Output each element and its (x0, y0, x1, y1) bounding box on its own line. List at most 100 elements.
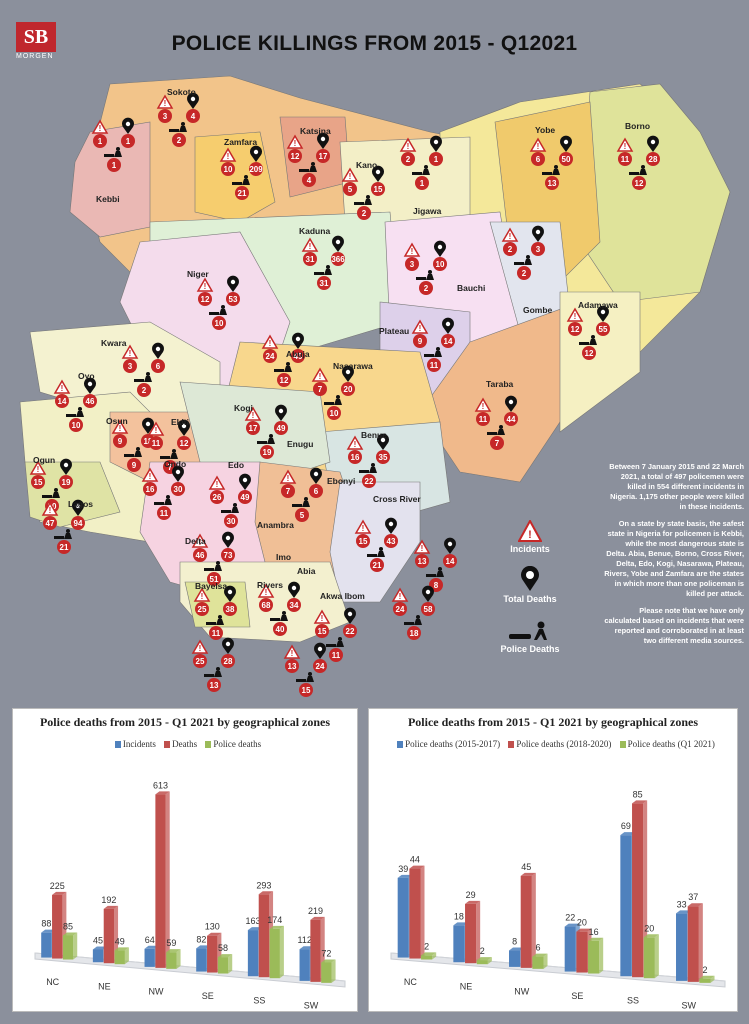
bar-top (509, 947, 525, 951)
warning-mark: ! (149, 472, 152, 481)
deaths-badge (559, 152, 573, 166)
warning-mark: ! (269, 339, 272, 348)
police-figure-body (436, 571, 444, 577)
bar-front (564, 926, 576, 972)
skull-mark (253, 149, 259, 155)
warning-mark: ! (574, 312, 577, 321)
police-death-icon (579, 342, 589, 345)
warning-icon (411, 319, 429, 334)
incidents-badge (343, 182, 357, 196)
incidents-badge (303, 252, 317, 266)
bar-value-label: 44 (410, 855, 420, 865)
warning-icon (566, 307, 584, 322)
category-label: NC (46, 977, 59, 987)
category-label: NC (404, 977, 417, 987)
police-count: 12 (280, 376, 289, 385)
police-badge (209, 626, 223, 640)
legend-swatch (114, 741, 121, 748)
deaths-count: 49 (277, 424, 286, 433)
police-figure-body (179, 126, 187, 132)
skull-mark (63, 462, 69, 468)
warning-mark: ! (99, 124, 102, 133)
police-figure-body (302, 501, 310, 507)
police-count: 1 (420, 179, 425, 188)
bar-value-label: 20 (644, 923, 654, 933)
bar-side (654, 934, 659, 979)
warning-icon (208, 475, 226, 490)
police-count: 51 (210, 575, 219, 584)
skull-mark (278, 408, 284, 414)
deaths-badge (443, 554, 457, 568)
skull-mark (227, 589, 233, 595)
warning-icon (346, 435, 364, 450)
bar-top (310, 916, 325, 920)
legend-label: Incidents (122, 739, 156, 749)
incidents-badge (123, 359, 137, 373)
deaths-count: 6 (156, 362, 161, 371)
police-figure-body (334, 399, 342, 405)
incidents-count: 12 (291, 152, 300, 161)
deaths-badge (151, 359, 165, 373)
bar-front (103, 908, 115, 964)
bar-SE-2 (217, 954, 233, 974)
police-badge (172, 133, 186, 147)
deaths-badge (429, 152, 443, 166)
police-figure-head (379, 547, 383, 551)
legend-swatch (205, 741, 212, 748)
police-figure-head (428, 270, 432, 274)
police-figure-body (414, 619, 422, 625)
police-figure-body (324, 269, 332, 275)
warning-mark: ! (321, 614, 324, 623)
deaths-badge (316, 149, 330, 163)
deaths-count: 6 (314, 487, 319, 496)
police-figure-head (338, 637, 342, 641)
police-figure-body (164, 499, 172, 505)
bar-front (476, 960, 488, 965)
skull-mark (508, 399, 514, 405)
skull-mark (335, 239, 341, 245)
bar-SS-1 (632, 800, 648, 978)
bar-value-label: 33 (677, 899, 687, 909)
bar-side (599, 937, 604, 974)
bar-front (41, 932, 52, 958)
region-cross-river (329, 481, 421, 603)
state-label-yobe: Yobe (535, 125, 555, 135)
bar-top (409, 865, 425, 869)
police-figure-head (526, 255, 530, 259)
category-label: SE (202, 991, 214, 1001)
bar-top (207, 932, 222, 936)
deaths-badge (238, 490, 252, 504)
police-figure-body (426, 274, 434, 280)
police-death-icon (154, 502, 164, 505)
police-count: 11 (332, 651, 341, 660)
police-figure-body (284, 366, 292, 372)
police-death-icon (206, 622, 216, 625)
police-count: 13 (548, 179, 557, 188)
police-badge (517, 266, 531, 280)
police-death-icon (542, 172, 552, 175)
police-figure-body (524, 259, 532, 265)
warning-icon (301, 237, 319, 252)
warning-icon (354, 519, 372, 534)
state-label-nasarawa: Nasarawa (333, 361, 373, 371)
incidents-badge (198, 292, 212, 306)
bar-top (299, 946, 314, 950)
incidents-count: 31 (306, 255, 315, 264)
chart-panel-right: Police deaths from 2015 - Q1 2021 by geo… (368, 708, 738, 1012)
chart-floor (34, 952, 346, 988)
police-count: 19 (263, 448, 272, 457)
state-marker-ebonyi: ! 15 43 21 (354, 517, 398, 572)
police-death-icon (204, 674, 214, 677)
bar-top (687, 903, 703, 907)
police-count: 21 (373, 561, 382, 570)
incidents-count: 2 (406, 155, 411, 164)
police-figure-head (146, 372, 150, 376)
deaths-badge (59, 475, 73, 489)
police-badge (582, 346, 596, 360)
skull-mark (225, 641, 231, 647)
state-label-oyo: Oyo (78, 371, 95, 381)
police-figure-body (64, 533, 72, 539)
police-death-icon (416, 277, 426, 280)
police-death-icon (404, 622, 414, 625)
police-figure-body (231, 507, 239, 513)
